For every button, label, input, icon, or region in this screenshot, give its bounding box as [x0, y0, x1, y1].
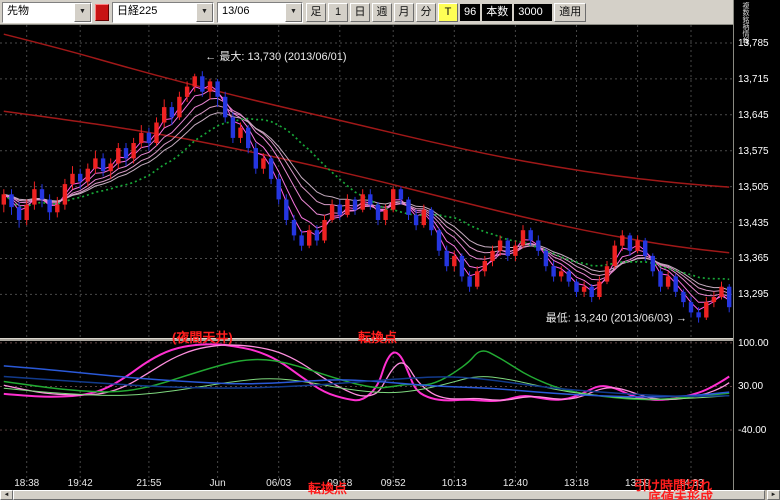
apply-button[interactable]: 適用 [554, 2, 587, 22]
oscillator-axis-label: 100.00 [738, 337, 769, 349]
period-button-1[interactable]: 1 [328, 2, 348, 22]
red-annotation: 転換点 [308, 481, 348, 496]
svg-text:最低: 13,240 (2013/06/03) →: 最低: 13,240 (2013/06/03) → [546, 312, 687, 325]
oscillator-axis-label: -40.00 [738, 425, 767, 437]
period-button-week[interactable]: 週 [372, 2, 392, 22]
instrument-select[interactable]: 先物 ▼ [2, 1, 92, 23]
time-axis-label: 09:52 [380, 478, 406, 489]
time-axis-label: Jun [209, 478, 226, 489]
symbol-value: 日経225 [117, 4, 158, 17]
time-axis-label: 21:55 [136, 478, 162, 489]
price-axis: 複数銘柄情報 13,785 13,715 13,645 13,575 13,505 13,… [733, 0, 780, 490]
time-axis-label: 19:42 [67, 478, 93, 489]
panel-divider [0, 338, 733, 342]
price-axis-label: 13,715 [738, 73, 769, 85]
period-count-badge: 96 [460, 3, 481, 21]
period-button-day[interactable]: 日 [350, 2, 370, 22]
tick-button[interactable]: T [438, 2, 458, 22]
chevron-down-icon[interactable]: ▼ [74, 2, 91, 22]
price-axis-label: 13,365 [738, 253, 769, 265]
contract-month-select[interactable]: 13/06 ▼ [217, 1, 303, 23]
price-axis-label: 13,645 [738, 109, 769, 121]
chevron-down-icon[interactable]: ▼ [285, 2, 302, 22]
price-axis-label: 13,435 [738, 217, 769, 229]
svg-text:← 最大: 13,730 (2013/06/01): ← 最大: 13,730 (2013/06/01) [205, 49, 346, 63]
price-axis-label: 13,295 [738, 289, 769, 301]
bars-count-input[interactable] [514, 3, 553, 21]
time-axis-label: 18:38 [14, 478, 40, 489]
period-button-month[interactable]: 月 [394, 2, 414, 22]
oscillator-panel[interactable] [0, 341, 733, 478]
price-axis-label: 13,505 [738, 181, 769, 193]
red-annotation: 引け時間切れ [634, 478, 713, 493]
time-axis-label: 09:18 [327, 478, 353, 489]
chevron-down-icon[interactable]: ▼ [196, 2, 213, 22]
candlestick-chart[interactable]: ← 最大: 13,730 (2013/06/01) 最低: 13,240 (201… [0, 25, 733, 338]
ashi-button[interactable]: 足 [306, 2, 326, 22]
time-axis-label: 13:18 [563, 478, 589, 489]
time-axis-label: 10:13 [441, 478, 467, 489]
time-axis: 18:38 19:42 21:55 Jun 06/03 09:18 09:52 10:13 12… [0, 478, 733, 490]
symbol-select[interactable]: 日経225 ▼ [112, 1, 214, 23]
contract-value: 13/06 [222, 4, 250, 17]
toolbar: 先物 ▼ 日経225 ▼ 13/06 ▼ 足 1 日 週 月 分 T 96 本数… [0, 0, 733, 25]
red-annotation: (夜間天井) [172, 330, 233, 345]
oscillator-axis-label: 30.00 [738, 381, 764, 393]
time-axis-label: 06/03 [266, 478, 292, 489]
symbol-info-vertical-label: 複数銘柄情報 [742, 2, 749, 44]
price-axis-label: 13,785 [738, 37, 769, 49]
time-axis-label: 14:33 [678, 478, 704, 489]
red-annotation: 転換点 [358, 330, 398, 345]
scroll-right-icon[interactable]: ► [767, 490, 780, 500]
red-annotation: 底値未形成 [648, 490, 714, 500]
price-axis-label: 13,575 [738, 145, 769, 157]
red-marker-button[interactable] [95, 3, 109, 21]
period-button-minute[interactable]: 分 [416, 2, 436, 22]
time-axis-label: 12:40 [502, 478, 528, 489]
time-axis-label: 13:59 [625, 478, 651, 489]
bars-count-label: 本数 [482, 3, 513, 21]
scroll-left-icon[interactable]: ◄ [0, 490, 13, 500]
instrument-value: 先物 [7, 4, 29, 17]
